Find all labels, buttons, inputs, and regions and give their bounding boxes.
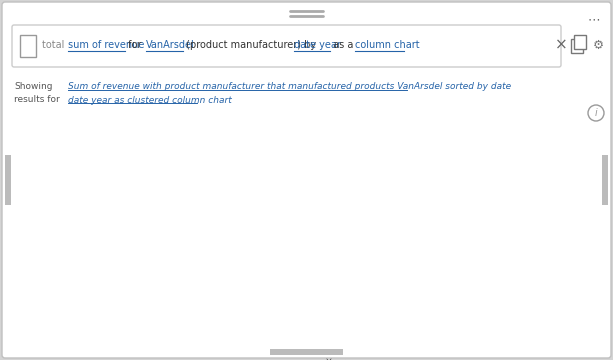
Bar (212, 192, 234, 340)
Text: VanArsdel: VanArsdel (146, 40, 195, 50)
Bar (90, 293, 112, 340)
Bar (242, 177, 264, 340)
Bar (395, 202, 417, 340)
Text: column chart: column chart (355, 40, 420, 50)
Text: for: for (126, 40, 145, 50)
Bar (121, 252, 142, 340)
Text: sum of revenue: sum of revenue (68, 40, 145, 50)
Bar (486, 217, 508, 340)
Text: date year: date year (294, 40, 340, 50)
Bar (5, 155, 11, 205)
Text: date year as clustered column chart: date year as clustered column chart (68, 96, 232, 105)
Text: ×: × (555, 37, 568, 53)
Text: ⋯: ⋯ (587, 13, 600, 26)
Bar (517, 217, 539, 340)
Bar (270, 349, 343, 355)
Bar (20, 35, 36, 57)
Bar (547, 195, 569, 340)
Bar (273, 177, 295, 340)
Bar (425, 233, 447, 340)
Text: total: total (42, 40, 67, 50)
X-axis label: Year: Year (326, 358, 346, 360)
Bar (574, 35, 586, 49)
Bar (455, 233, 478, 340)
FancyBboxPatch shape (12, 25, 561, 67)
Bar (364, 171, 386, 340)
Bar (571, 39, 583, 53)
Bar (334, 157, 356, 340)
Text: ⚙: ⚙ (592, 39, 604, 51)
Bar (303, 150, 326, 340)
Bar (181, 219, 204, 340)
Bar (602, 155, 608, 205)
Y-axis label: Sum of Revenue: Sum of Revenue (32, 189, 42, 270)
Text: Showing: Showing (14, 82, 53, 91)
Text: (product manufacturer) by: (product manufacturer) by (183, 40, 319, 50)
Text: as a: as a (330, 40, 357, 50)
Bar (151, 238, 173, 340)
Text: results for: results for (14, 95, 59, 104)
Text: Sum of revenue with product manufacturer that manufactured products VanArsdel so: Sum of revenue with product manufacturer… (68, 82, 511, 91)
Text: i: i (595, 108, 598, 118)
